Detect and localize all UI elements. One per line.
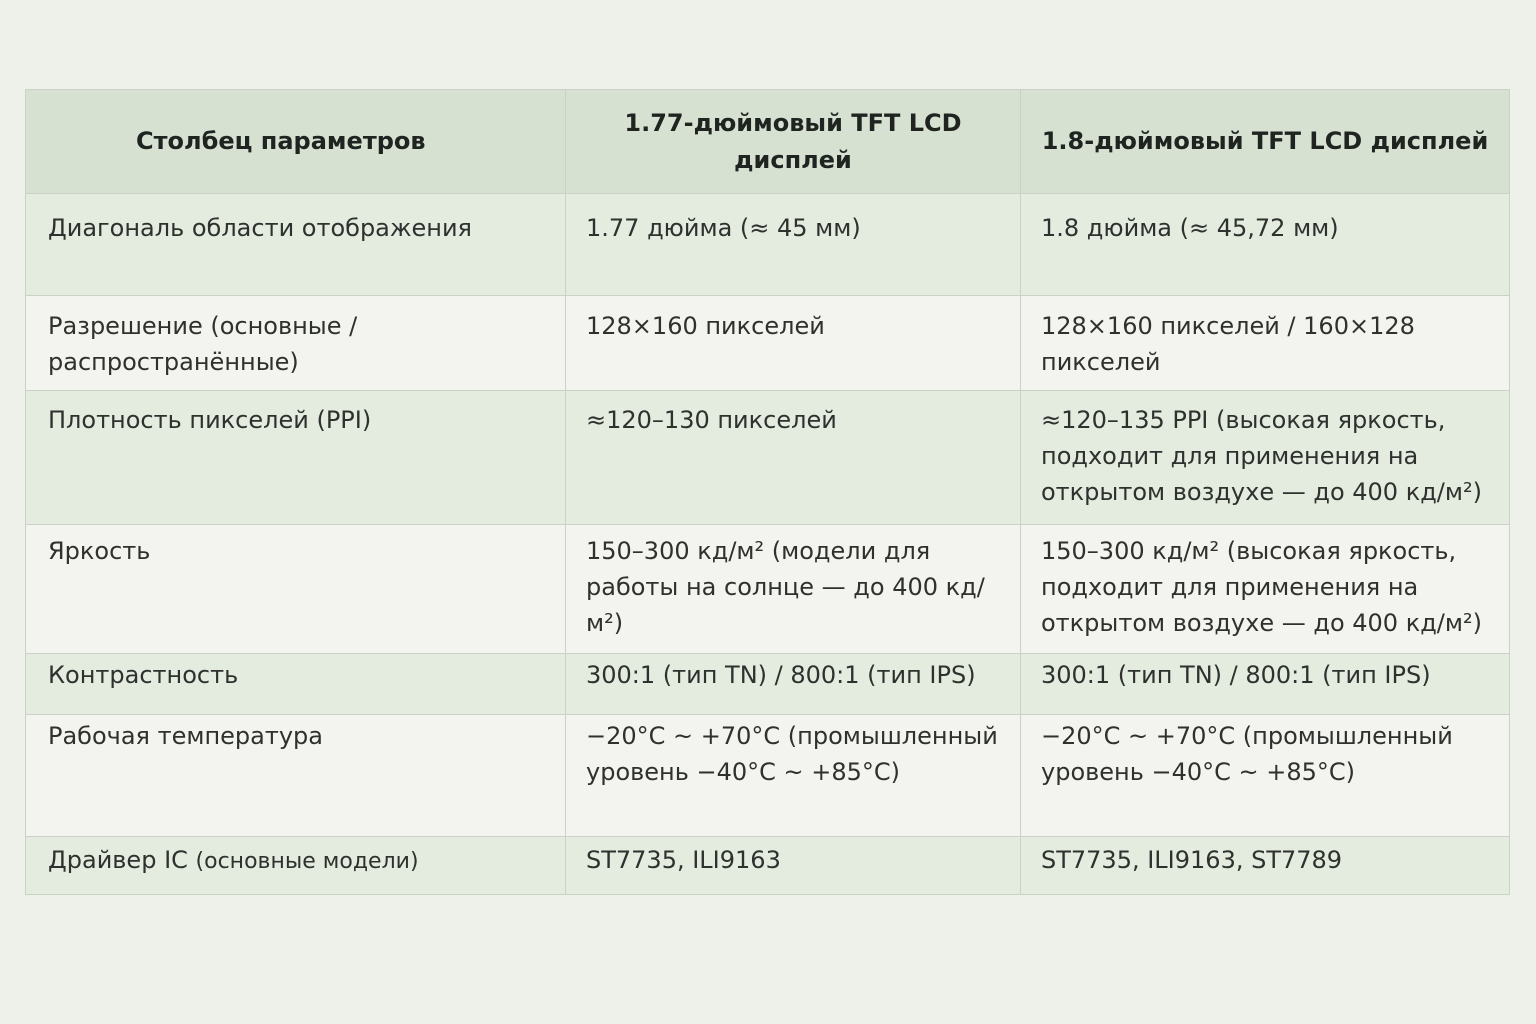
table-row: Яркость 150–300 кд/м² (модели для работы… bbox=[25, 524, 1510, 654]
header-parameter: Столбец параметров bbox=[25, 89, 566, 194]
row-param-label: Драйвер IC bbox=[48, 846, 188, 874]
comparison-table: Столбец параметров 1.77-дюймовый TFT LCD… bbox=[25, 89, 1510, 895]
header-177-display: 1.77-дюймовый TFT LCD дисплей bbox=[565, 89, 1021, 194]
row-value-177: 150–300 кд/м² (модели для работы на солн… bbox=[565, 524, 1021, 654]
table-row: Разрешение (основные / распространённые)… bbox=[25, 295, 1510, 391]
comparison-table-container: Столбец параметров 1.77-дюймовый TFT LCD… bbox=[25, 89, 1510, 895]
table-row: Диагональ области отображения 1.77 дюйма… bbox=[25, 193, 1510, 296]
row-param-note: (основные модели) bbox=[195, 849, 419, 874]
row-param: Драйвер IC (основные модели) bbox=[25, 836, 566, 895]
row-value-18: −20°C ~ +70°C (промышленный уровень −40°… bbox=[1020, 714, 1510, 837]
row-value-177: −20°C ~ +70°C (промышленный уровень −40°… bbox=[565, 714, 1021, 837]
row-value-18: ST7735, ILI9163, ST7789 bbox=[1020, 836, 1510, 895]
header-row: Столбец параметров 1.77-дюймовый TFT LCD… bbox=[25, 89, 1510, 194]
table-row: Драйвер IC (основные модели) ST7735, ILI… bbox=[25, 836, 1510, 895]
row-value-18: 128×160 пикселей / 160×128 пикселей bbox=[1020, 295, 1510, 391]
row-value-177: 128×160 пикселей bbox=[565, 295, 1021, 391]
header-18-display: 1.8-дюймовый TFT LCD дисплей bbox=[1020, 89, 1510, 194]
row-param: Плотность пикселей (PPI) bbox=[25, 390, 566, 525]
row-param: Разрешение (основные / распространённые) bbox=[25, 295, 566, 391]
row-value-18: 1.8 дюйма (≈ 45,72 мм) bbox=[1020, 193, 1510, 296]
row-param: Контрастность bbox=[25, 653, 566, 715]
row-value-18: ≈120–135 PPI (высокая яркость, подходит … bbox=[1020, 390, 1510, 525]
table-body: Диагональ области отображения 1.77 дюйма… bbox=[25, 193, 1510, 895]
row-param: Яркость bbox=[25, 524, 566, 654]
row-param: Рабочая температура bbox=[25, 714, 566, 837]
table-row: Плотность пикселей (PPI) ≈120–130 пиксел… bbox=[25, 390, 1510, 525]
row-value-177: ≈120–130 пикселей bbox=[565, 390, 1021, 525]
table-row: Контрастность 300:1 (тип TN) / 800:1 (ти… bbox=[25, 653, 1510, 715]
row-value-18: 300:1 (тип TN) / 800:1 (тип IPS) bbox=[1020, 653, 1510, 715]
table-row: Рабочая температура −20°C ~ +70°C (промы… bbox=[25, 714, 1510, 837]
row-value-177: 300:1 (тип TN) / 800:1 (тип IPS) bbox=[565, 653, 1021, 715]
row-value-177: 1.77 дюйма (≈ 45 мм) bbox=[565, 193, 1021, 296]
row-value-177: ST7735, ILI9163 bbox=[565, 836, 1021, 895]
row-value-18: 150–300 кд/м² (высокая яркость, подходит… bbox=[1020, 524, 1510, 654]
row-param: Диагональ области отображения bbox=[25, 193, 566, 296]
table-header: Столбец параметров 1.77-дюймовый TFT LCD… bbox=[25, 89, 1510, 194]
